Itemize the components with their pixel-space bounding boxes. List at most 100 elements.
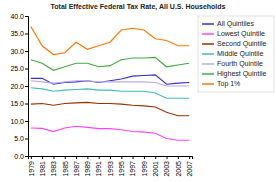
x-tick-mark — [189, 156, 190, 159]
lines — [31, 27, 189, 141]
x-tick-mark — [53, 156, 54, 159]
x-tick-mark — [167, 156, 168, 159]
x-tick-mark — [133, 156, 134, 159]
x-tick-label: 1985 — [61, 161, 68, 177]
y-tick-label: 20.0 — [10, 83, 24, 90]
y-tick-label: 25.0 — [10, 65, 24, 72]
x-tick: 1979 — [28, 156, 35, 177]
plot: 1979 1981 1983 1985 1987 1989 1991 1993 1995 1997… — [10, 13, 193, 177]
series-line — [31, 126, 189, 140]
series-line — [31, 88, 189, 99]
chart: Total Effective Federal Tax Rate, All U.… — [0, 0, 276, 182]
x-tick: 1999 — [141, 156, 148, 177]
x-tick: 2003 — [163, 156, 170, 177]
legend-item: Middle Quintile — [202, 50, 263, 58]
x-tick-label: 1983 — [50, 161, 57, 177]
x-axis: 1979 1981 1983 1985 1987 1989 1991 1993 1995 1997… — [28, 156, 193, 177]
y-axis-line — [25, 17, 29, 157]
x-tick-label: 1987 — [73, 161, 80, 177]
legend-label: Fourth Quintile — [217, 60, 263, 68]
y-tick: 15.0 — [10, 100, 28, 107]
x-tick-mark — [121, 156, 122, 159]
legend-label: Lowest Quintile — [217, 30, 265, 38]
y-tick-mark — [25, 16, 28, 17]
legend-item: Highest Quintile — [202, 70, 267, 78]
y-tick-label: 15.0 — [10, 100, 24, 107]
x-tick-mark — [31, 156, 32, 159]
legend-item: Top 1% — [202, 80, 240, 88]
y-tick-label: 0.0 — [14, 153, 24, 160]
legend-swatch — [202, 73, 214, 75]
x-tick: 1983 — [50, 156, 57, 177]
x-tick-label: 1979 — [28, 161, 35, 177]
x-tick-mark — [155, 156, 156, 159]
y-tick-mark — [25, 156, 28, 157]
y-tick-mark — [25, 69, 28, 70]
legend-item: Fourth Quintile — [202, 60, 263, 68]
x-tick-mark — [65, 156, 66, 159]
y-tick: 35.0 — [10, 30, 28, 37]
title: Total Effective Federal Tax Rate, All U.… — [51, 3, 226, 11]
y-tick: 25.0 — [10, 65, 28, 72]
legend-swatch — [202, 43, 214, 45]
y-tick-label: 40.0 — [10, 13, 24, 20]
y-tick-label: 30.0 — [10, 48, 24, 55]
x-tick-label: 2007 — [186, 161, 193, 177]
legend-swatch — [202, 23, 214, 25]
y-tick: 20.0 — [10, 83, 28, 90]
x-tick: 1997 — [129, 156, 136, 177]
y-tick-mark — [25, 86, 28, 87]
x-tick-label: 2003 — [163, 161, 170, 177]
x-tick-label: 1995 — [118, 161, 125, 177]
x-tick-mark — [178, 156, 179, 159]
x-tick-label: 1981 — [39, 161, 46, 177]
x-tick-mark — [110, 156, 111, 159]
y-tick-mark — [25, 121, 28, 122]
y-tick-label: 5.0 — [14, 135, 24, 142]
legend-item: All Quintiles — [202, 20, 254, 28]
x-tick-label: 1997 — [129, 161, 136, 177]
legend-swatch — [202, 63, 214, 65]
x-tick-label: 2001 — [152, 161, 159, 177]
y-tick-label: 35.0 — [10, 30, 24, 37]
x-tick: 1981 — [39, 156, 46, 177]
y-tick-label: 10.0 — [10, 118, 24, 125]
legend-label: Second Quintile — [217, 40, 267, 48]
x-tick-mark — [42, 156, 43, 159]
x-tick: 1995 — [118, 156, 125, 177]
y-tick-mark — [25, 104, 28, 105]
y-tick: 30.0 — [10, 48, 28, 55]
x-tick: 2007 — [186, 156, 193, 177]
x-tick-mark — [144, 156, 145, 159]
x-tick: 1993 — [107, 156, 114, 177]
legend-swatch — [202, 53, 214, 55]
y-tick: 40.0 — [10, 13, 28, 20]
y-tick: 5.0 — [14, 135, 28, 142]
x-tick: 1991 — [95, 156, 102, 177]
y-tick: 0.0 — [14, 153, 28, 160]
legend-label: Middle Quintile — [217, 50, 263, 58]
series-line — [31, 81, 189, 86]
legend-box — [198, 16, 274, 92]
legend-label: Top 1% — [217, 80, 240, 88]
x-tick-mark — [99, 156, 100, 159]
x-tick: 1985 — [61, 156, 68, 177]
legend: All Quintiles Lowest Quintile Second Quint… — [198, 16, 274, 92]
y-tick-mark — [25, 34, 28, 35]
series-line — [31, 57, 189, 70]
x-tick-mark — [87, 156, 88, 159]
x-tick-label: 2005 — [175, 161, 182, 177]
y-tick-mark — [25, 139, 28, 140]
x-tick: 1989 — [84, 156, 91, 177]
legend-label: Highest Quintile — [217, 70, 267, 78]
x-tick-label: 1993 — [107, 161, 114, 177]
x-tick: 2005 — [175, 156, 182, 177]
x-tick-mark — [76, 156, 77, 159]
y-tick: 10.0 — [10, 118, 28, 125]
legend-swatch — [202, 83, 214, 85]
x-tick-label: 1991 — [95, 161, 102, 177]
legend-swatch — [202, 33, 214, 35]
x-tick: 1987 — [73, 156, 80, 177]
x-tick-label: 1999 — [141, 161, 148, 177]
x-tick-label: 1989 — [84, 161, 91, 177]
